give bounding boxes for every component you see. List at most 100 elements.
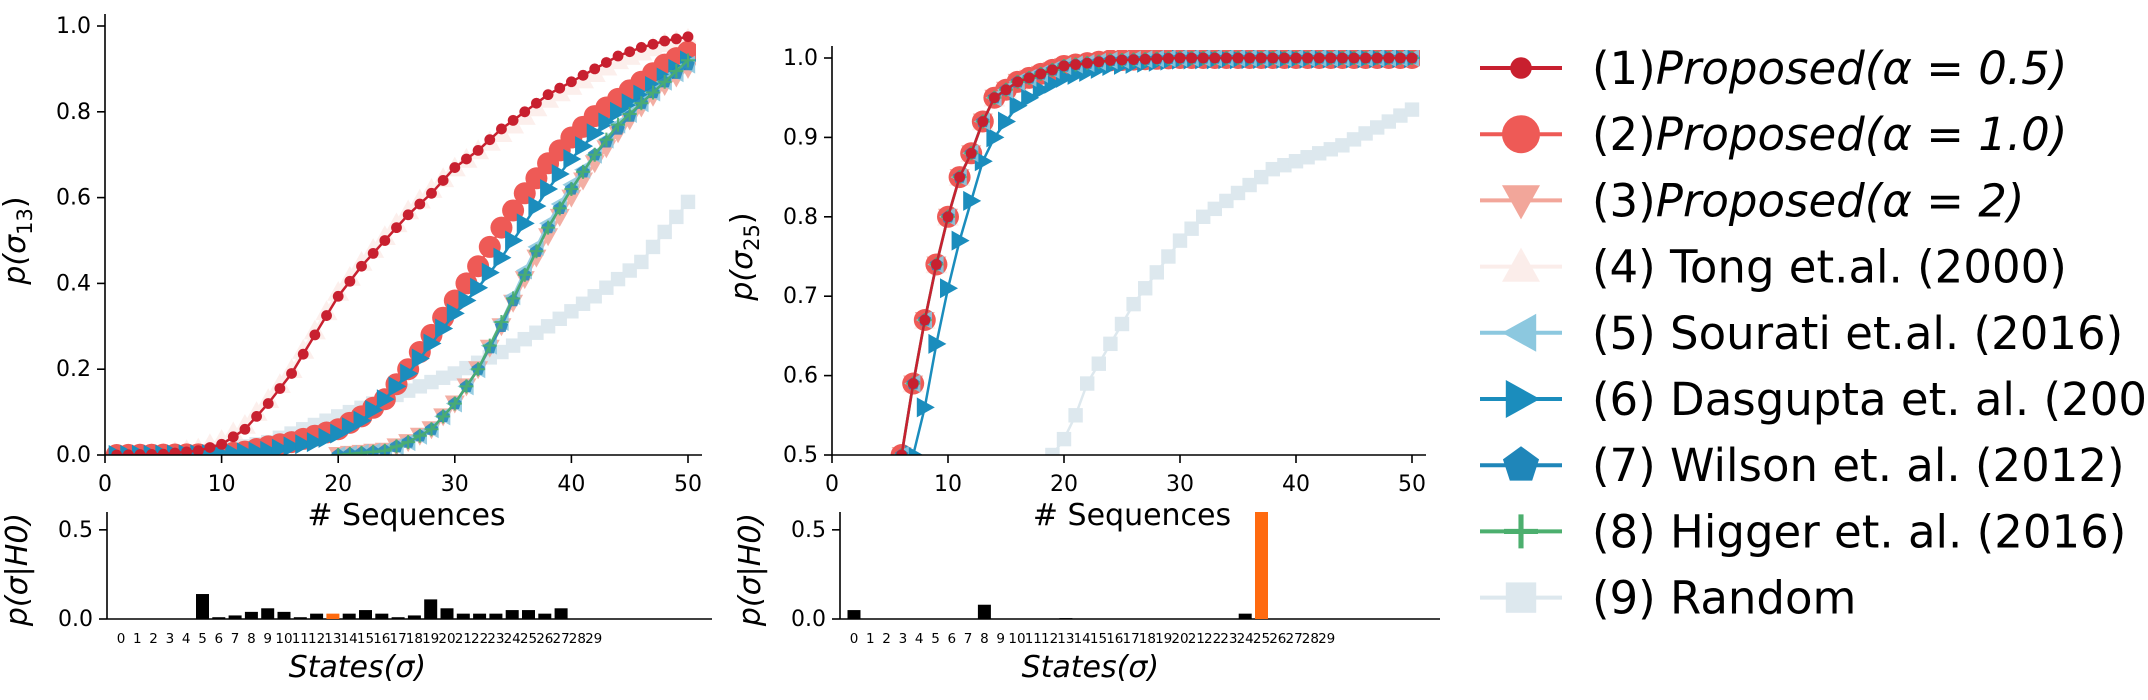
series-6-point (446, 303, 465, 324)
x-tick-label: 50 (1398, 472, 1426, 497)
series-6-point (974, 151, 993, 172)
series-1-point (1163, 52, 1174, 64)
legend-label: (7) Wilson et. al. (2012) (1592, 439, 2125, 492)
series-1-point (286, 368, 297, 379)
y-tick-label: 0.6 (783, 364, 818, 389)
category-label: 13 (1057, 631, 1074, 647)
bar-19 (424, 599, 438, 619)
plot-area (890, 50, 1420, 455)
y-axis-label: p(σ25) (725, 212, 764, 301)
legend-num: (9) Random (1592, 572, 1856, 625)
legend-label: (4) Tong et.al. (2000) (1592, 241, 2067, 294)
y-tick-label: 1.0 (56, 14, 91, 39)
series-8-point (482, 338, 497, 353)
series-1-point (1313, 52, 1325, 64)
y-axis-label: p(σ13) (0, 196, 37, 285)
chart-top-right: 0 10 20 30 40 50 0.5 0.6 0.7 0.8 0.9 1.0 # Sequences… (725, 46, 1426, 533)
category-label: 2 (149, 631, 158, 647)
legend-marker (1504, 514, 1538, 549)
series-8-point (564, 182, 579, 197)
series-1-point (1093, 56, 1105, 68)
bar-21 (456, 613, 470, 619)
legend-label: (6) Dasgupta et. al. (2008) (1592, 373, 2148, 426)
series-9-point (494, 344, 509, 360)
series-8-point (401, 435, 416, 450)
category-label: 4 (915, 631, 924, 647)
category-label: 11 (1025, 631, 1042, 647)
series-1-point (1058, 60, 1070, 72)
category-label: 10 (1008, 631, 1025, 647)
bar-10 (277, 611, 291, 619)
series-1-point (1012, 76, 1023, 88)
series-1-point (1406, 52, 1418, 64)
category-label: 17 (1123, 631, 1140, 647)
y-tick-label: 0.0 (56, 443, 91, 468)
series-1-point (1348, 52, 1360, 64)
series-6-point (905, 445, 924, 455)
series-9-point (552, 311, 567, 326)
series-6-point (1021, 87, 1040, 108)
category-label: 29 (585, 631, 602, 647)
category-label: 5 (931, 631, 940, 647)
series-1-point (1128, 54, 1139, 65)
series-9-point (1288, 154, 1304, 169)
series-9-point (1126, 296, 1141, 312)
series-6-point (998, 111, 1016, 132)
series-6-point (388, 376, 407, 397)
series-1-point (1070, 59, 1081, 70)
series-6-point (423, 333, 442, 354)
series-9-line (116, 201, 689, 455)
series-1-point (1023, 72, 1035, 84)
series-6-point (928, 333, 947, 354)
series-1-point (309, 329, 321, 341)
series-1-point (379, 235, 391, 246)
series-1-point (566, 76, 577, 88)
series-1-point (181, 446, 193, 455)
legend-label: (5) Sourati et.al. (2016) (1592, 307, 2123, 360)
series-9-point (1219, 193, 1234, 209)
series-9-point (610, 271, 626, 287)
category-label: 28 (569, 631, 586, 647)
series-1-point (1371, 52, 1383, 64)
series-1-point (1139, 53, 1151, 65)
series-1-point (169, 447, 181, 455)
category-label: 27 (1286, 631, 1303, 647)
series-1-point (531, 97, 542, 109)
legend-item-9 (1480, 582, 1562, 613)
series-8-point (634, 96, 649, 111)
series-8-point (646, 85, 661, 100)
series-1-point (321, 310, 332, 321)
category-label: 6 (215, 631, 224, 647)
category-label: 1 (133, 631, 142, 647)
category-label: 22 (1204, 631, 1221, 647)
series-1-point (1279, 52, 1290, 64)
series-8-point (377, 443, 392, 455)
y-tick-label: 0.5 (783, 443, 818, 468)
series-6-point (540, 179, 559, 200)
legend-num: (7) Wilson et. al. (2012) (1592, 439, 2125, 492)
category-label: 25 (520, 631, 537, 647)
series-9-point (1068, 408, 1083, 423)
category-label: 21 (1188, 631, 1205, 647)
category-label: 27 (553, 631, 570, 647)
series-9-point (1080, 376, 1095, 391)
series-1-point (1325, 52, 1337, 64)
series-6-point (365, 399, 384, 420)
series-6-point (458, 290, 477, 311)
series-1-point (356, 260, 367, 272)
category-label: 14 (1074, 631, 1091, 647)
bar-chart-bottom-left: 0 1 2 3 4 5 6 7 8 9 10 11 12 13 14 15 16 17 18 19 20 21 22 23 24… (0, 512, 712, 685)
series-1-point (472, 145, 484, 156)
series-1-point (1337, 52, 1348, 64)
category-label: 20 (1171, 631, 1188, 647)
series-8-point (424, 422, 439, 437)
series-1-point (647, 38, 659, 50)
series-1-point (1116, 54, 1128, 66)
series-9-point (645, 239, 661, 255)
category-label: 20 (438, 631, 455, 647)
series-1-point (1105, 54, 1116, 66)
series-1 (111, 31, 694, 455)
series-5 (892, 50, 1420, 455)
series-1-point (1197, 52, 1209, 64)
series-8 (331, 53, 695, 455)
